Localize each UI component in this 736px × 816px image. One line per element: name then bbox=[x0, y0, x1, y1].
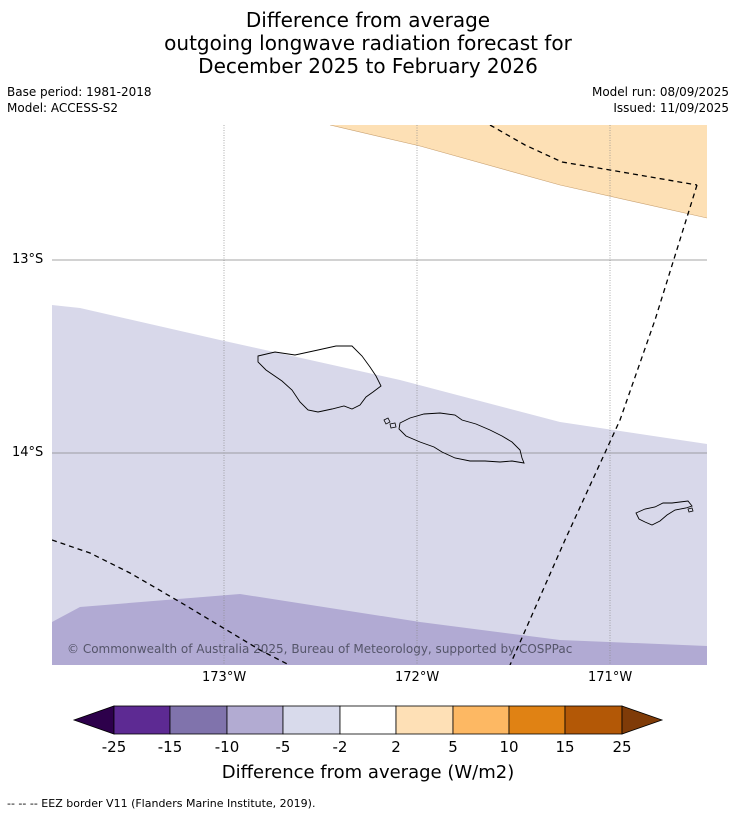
island-upolu bbox=[398, 412, 525, 464]
colorbar-label: -25 bbox=[101, 738, 127, 756]
colorbar-label: -2 bbox=[332, 738, 348, 756]
title-line-1: Difference from average bbox=[245, 8, 491, 32]
island-manono bbox=[383, 417, 391, 425]
lat-label-14s: 14°S bbox=[12, 445, 44, 460]
anomaly-region-neg-5-2 bbox=[52, 305, 707, 665]
colorbar-label: 5 bbox=[448, 738, 458, 756]
colorbar-label: 25 bbox=[612, 738, 632, 756]
lon-label-171w: 171°W bbox=[588, 670, 633, 685]
lon-label-172w: 172°W bbox=[395, 670, 440, 685]
anomaly-region-neg-10-5 bbox=[52, 594, 707, 665]
eez-border bbox=[52, 125, 698, 665]
colorbar-label: 15 bbox=[555, 738, 575, 756]
eez-footnote: -- -- -- EEZ border V11 (Flanders Marine… bbox=[7, 797, 316, 810]
model-run: Model run: 08/09/2025 bbox=[591, 85, 729, 99]
graticule bbox=[52, 125, 707, 665]
island-tutuila bbox=[635, 500, 693, 526]
lon-label-173w: 173°W bbox=[202, 670, 247, 685]
colorbar-label: -10 bbox=[214, 738, 240, 756]
island-savaii bbox=[257, 345, 382, 413]
colorbar-label: -15 bbox=[157, 738, 183, 756]
title-line-2: outgoing longwave radiation forecast for bbox=[164, 31, 572, 55]
lat-label-13s: 13°S bbox=[12, 252, 44, 267]
colorbar-title: Difference from average (W/m2) bbox=[221, 762, 515, 783]
colorbar-label: -5 bbox=[275, 738, 291, 756]
copyright-text: © Commonwealth of Australia 2025, Bureau… bbox=[67, 642, 573, 656]
title-line-3: December 2025 to February 2026 bbox=[198, 54, 538, 78]
island-apolima bbox=[389, 422, 397, 429]
colorbar-label: 10 bbox=[499, 738, 519, 756]
anomaly-region-pos-2-5 bbox=[330, 125, 707, 218]
base-period: Base period: 1981-2018 bbox=[7, 85, 152, 99]
issued-date: Issued: 11/09/2025 bbox=[613, 101, 729, 115]
island-aunuu bbox=[687, 507, 694, 513]
map-area bbox=[52, 125, 707, 665]
model-name: Model: ACCESS-S2 bbox=[7, 101, 119, 115]
colorbar-label: 2 bbox=[391, 738, 401, 756]
